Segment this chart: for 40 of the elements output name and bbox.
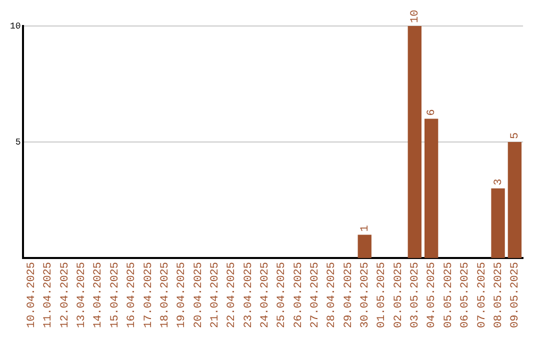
x-tick-label: 19.04.2025	[176, 262, 188, 328]
bar	[358, 234, 372, 258]
x-tick-label: 10.04.2025	[26, 262, 38, 328]
data-label: 3	[492, 178, 505, 186]
bar	[424, 118, 438, 258]
x-tick-label: 13.04.2025	[76, 262, 88, 328]
x-tick-label: 02.05.2025	[392, 262, 405, 328]
x-tick-label: 25.04.2025	[276, 262, 288, 328]
x-tick-label: 21.04.2025	[209, 262, 222, 328]
x-tick-label: 15.04.2025	[109, 262, 122, 328]
bar	[508, 142, 522, 258]
x-tick-label: 08.05.2025	[492, 262, 505, 328]
x-tick-label: 04.05.2025	[426, 262, 438, 328]
x-tick-label: 26.04.2025	[292, 262, 305, 328]
x-tick-label: 07.05.2025	[476, 262, 488, 328]
x-tick-label: 18.04.2025	[159, 262, 172, 328]
bar	[491, 188, 505, 258]
x-tick-label: 22.04.2025	[226, 262, 238, 328]
x-tick-label: 23.04.2025	[242, 262, 255, 328]
data-label: 1	[360, 224, 372, 232]
x-tick-label: 01.05.2025	[376, 262, 388, 328]
data-label: 6	[426, 109, 438, 116]
x-tick-label: 24.04.2025	[259, 262, 272, 328]
x-tick-label: 27.04.2025	[310, 262, 322, 328]
x-tick-label: 09.05.2025	[510, 262, 522, 328]
x-tick-label: 06.05.2025	[460, 262, 472, 328]
x-tick-label: 20.04.2025	[192, 262, 205, 328]
data-label: 10	[410, 10, 422, 23]
x-tick-label: 14.04.2025	[92, 262, 105, 328]
x-tick-label: 03.05.2025	[410, 262, 422, 328]
x-tick-label: 29.04.2025	[342, 262, 355, 328]
x-tick-label: 30.04.2025	[360, 262, 372, 328]
bar	[408, 26, 422, 258]
x-tick-label: 05.05.2025	[442, 262, 455, 328]
data-label: 5	[510, 132, 522, 139]
x-tick-label: 28.04.2025	[326, 262, 338, 328]
x-tick-label: 12.04.2025	[59, 262, 72, 328]
x-tick-label: 16.04.2025	[126, 262, 138, 328]
x-tick-label: 11.04.2025	[42, 262, 55, 328]
x-tick-label: 17.04.2025	[142, 262, 155, 328]
